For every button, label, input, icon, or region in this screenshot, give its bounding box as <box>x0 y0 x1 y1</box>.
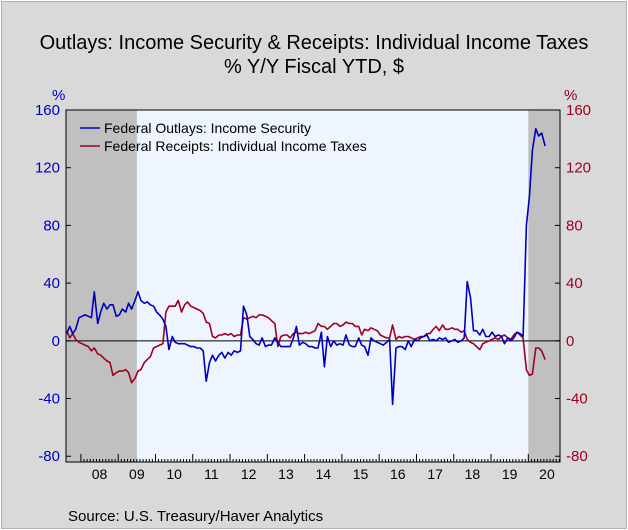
x-tick-label: 14 <box>315 466 331 482</box>
y-tick-label-right: 40 <box>566 275 583 292</box>
y-tick-label-right: 160 <box>566 102 591 119</box>
legend-label-1: Federal Receipts: Individual Income Taxe… <box>104 138 367 154</box>
y-tick-label-right: 120 <box>566 160 591 177</box>
chart-subtitle: % Y/Y Fiscal YTD, $ <box>223 56 405 78</box>
y-tick-label-right: -80 <box>566 448 588 465</box>
y-tick-label-left: 120 <box>35 160 60 177</box>
y-tick-label-left: 0 <box>52 333 60 350</box>
x-tick-label: 09 <box>129 466 145 482</box>
plot-border <box>65 109 561 463</box>
x-tick-label: 19 <box>502 466 518 482</box>
y-axis-label-left: % <box>52 87 65 104</box>
x-tick-label: 12 <box>241 466 257 482</box>
plot-area <box>66 110 560 462</box>
y-tick-label-left: -80 <box>38 448 60 465</box>
recession-band-0 <box>66 110 137 462</box>
y-tick-label-left: 80 <box>43 217 60 234</box>
x-tick-label: 08 <box>92 466 108 482</box>
y-tick-label-right: 0 <box>566 333 574 350</box>
y-tick-label-left: -40 <box>38 391 60 408</box>
chart-title: Outlays: Income Security & Receipts: Ind… <box>39 32 589 54</box>
x-tick-label: 17 <box>427 466 443 482</box>
x-tick-label: 10 <box>166 466 182 482</box>
x-tick-label: 15 <box>353 466 369 482</box>
y-tick-label-right: -40 <box>566 391 588 408</box>
x-tick-label: 11 <box>204 466 219 482</box>
x-tick-label: 20 <box>539 466 555 482</box>
recession-band-1 <box>528 110 560 462</box>
x-tick-label: 13 <box>278 466 294 482</box>
y-axis-label-right: % <box>564 87 577 104</box>
x-tick-label: 16 <box>390 466 406 482</box>
y-tick-label-right: 80 <box>566 217 583 234</box>
source-note: Source: U.S. Treasury/Haver Analytics <box>68 508 324 525</box>
y-tick-label-left: 40 <box>43 275 60 292</box>
legend-label-0: Federal Outlays: Income Security <box>104 120 311 136</box>
y-tick-label-left: 160 <box>35 102 60 119</box>
series-line-0 <box>65 128 546 406</box>
x-tick-label: 18 <box>465 466 481 482</box>
